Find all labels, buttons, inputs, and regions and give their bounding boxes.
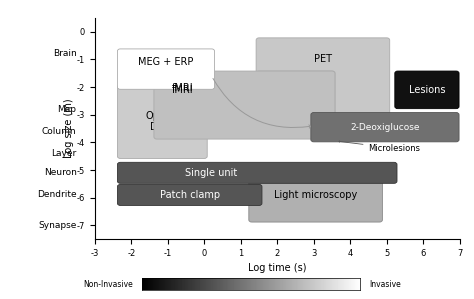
X-axis label: Log time (s): Log time (s) [248,263,307,274]
FancyBboxPatch shape [256,38,390,131]
FancyBboxPatch shape [249,168,383,222]
Text: Synapse: Synapse [38,221,77,230]
FancyBboxPatch shape [311,112,459,142]
Text: fMRI: fMRI [172,85,193,95]
Text: Invasive: Invasive [370,280,401,289]
Text: fMRI: fMRI [172,83,193,94]
Text: Single unit: Single unit [185,168,238,178]
Text: Neuron: Neuron [44,168,77,177]
Text: Brain: Brain [53,49,77,58]
Text: PET: PET [314,54,332,64]
Text: Light microscopy: Light microscopy [274,190,357,200]
FancyBboxPatch shape [118,162,397,183]
Text: Column: Column [42,127,77,136]
Text: Layer: Layer [51,149,77,158]
Text: Dendrite: Dendrite [37,190,77,199]
FancyBboxPatch shape [118,85,207,158]
Text: Optical
Dyes: Optical Dyes [145,111,180,132]
Y-axis label: Log size (m): Log size (m) [64,99,74,158]
Text: Microlesions: Microlesions [339,141,420,153]
Text: MEG + ERP: MEG + ERP [138,57,194,67]
FancyBboxPatch shape [118,49,215,89]
Text: 2-Deoxiglucose: 2-Deoxiglucose [350,123,419,132]
FancyBboxPatch shape [256,71,335,131]
Text: Lesions: Lesions [409,85,445,95]
Text: Non-Invasive: Non-Invasive [83,280,133,289]
Text: Map: Map [57,105,77,114]
FancyBboxPatch shape [118,184,262,205]
FancyBboxPatch shape [395,71,459,109]
Text: Patch clamp: Patch clamp [160,190,220,200]
FancyBboxPatch shape [154,71,335,139]
